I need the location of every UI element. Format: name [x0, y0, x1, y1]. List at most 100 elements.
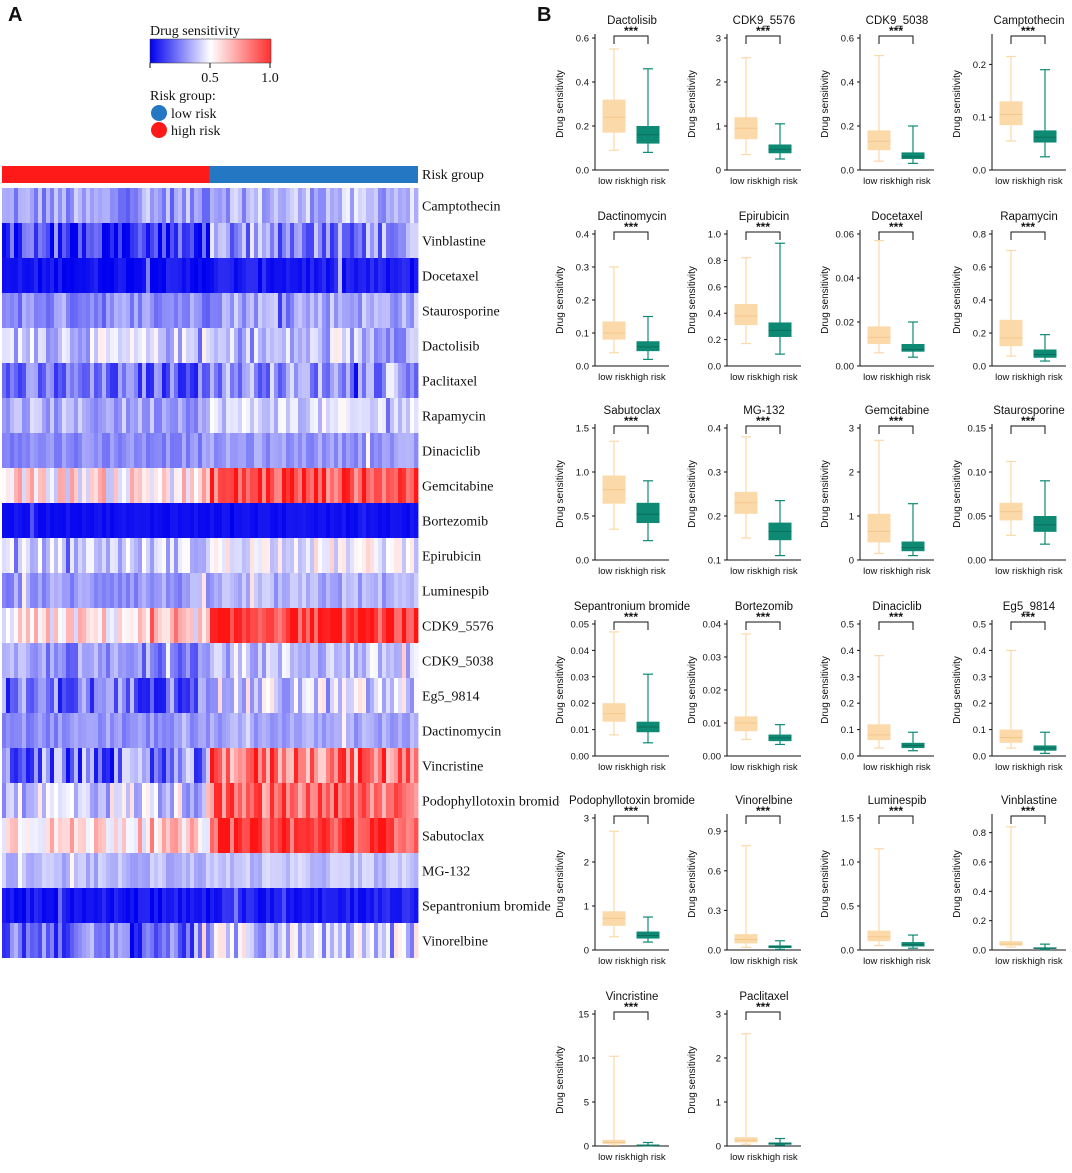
heatmap-cell [362, 363, 367, 398]
y-tick-label: 0.5 [841, 620, 854, 631]
y-axis-label: Drug sensitivity [952, 70, 963, 138]
heatmap-cell [210, 363, 215, 398]
heatmap-cell [314, 503, 319, 538]
heatmap-cell [94, 328, 99, 363]
heatmap-cell [118, 783, 123, 818]
heatmap-cell [414, 363, 419, 398]
heatmap-cell [218, 328, 223, 363]
heatmap-cell [106, 573, 111, 608]
heatmap-cell [162, 293, 167, 328]
heatmap-cell [318, 923, 323, 958]
significance-bracket [613, 621, 649, 630]
heatmap-row-label: Camptothecin [422, 200, 501, 215]
heatmap-cell [126, 748, 131, 783]
heatmap-cell [338, 678, 343, 713]
heatmap-cell [346, 853, 351, 888]
heatmap-cell [314, 853, 319, 888]
heatmap-cell [114, 678, 119, 713]
heatmap-cell [66, 713, 71, 748]
heatmap-cell [354, 293, 359, 328]
boxplot-cdk9-5576: CDK9_5576 0 1 2 3 Drug sensitivity *** low risk… [683, 12, 808, 192]
heatmap-cell [398, 748, 403, 783]
heatmap-cell [206, 748, 211, 783]
y-tick-label: 0.00 [571, 752, 590, 763]
heatmap-cell [386, 503, 391, 538]
heatmap-cell [82, 258, 87, 293]
heatmap-cell [210, 258, 215, 293]
heatmap-cell [390, 363, 395, 398]
heatmap-cell [118, 398, 123, 433]
heatmap-cell [310, 923, 315, 958]
heatmap-cell [186, 538, 191, 573]
heatmap-cell [322, 573, 327, 608]
heatmap-cell [266, 713, 271, 748]
heatmap-cell [134, 398, 139, 433]
heatmap-cell [78, 748, 83, 783]
heatmap-cell [370, 433, 375, 468]
heatmap-cell [290, 678, 295, 713]
heatmap-cell [210, 328, 215, 363]
heatmap-cell [238, 748, 243, 783]
heatmap-cell [230, 853, 235, 888]
heatmap-cell [214, 853, 219, 888]
heatmap-cell [302, 608, 307, 643]
heatmap-cell [174, 678, 179, 713]
heatmap-cell [62, 853, 67, 888]
heatmap-cell [390, 888, 395, 923]
heatmap-cell [86, 363, 91, 398]
significance-label: *** [1021, 24, 1035, 38]
heatmap-cell [362, 293, 367, 328]
heatmap-cell [138, 713, 143, 748]
heatmap-cell [402, 783, 407, 818]
y-tick-label: 0.04 [703, 620, 722, 631]
heatmap-cell [186, 293, 191, 328]
heatmap-row-label: Sabutoclax [422, 830, 484, 845]
heatmap-cell [326, 538, 331, 573]
heatmap-cell [330, 818, 335, 853]
heatmap-cell [114, 608, 119, 643]
heatmap-cell [186, 818, 191, 853]
heatmap-cell [154, 748, 159, 783]
heatmap-cell [326, 678, 331, 713]
heatmap-cell [322, 853, 327, 888]
heatmap-cell [242, 573, 247, 608]
heatmap-cell [34, 853, 39, 888]
heatmap-cell [170, 188, 175, 223]
heatmap-cell [190, 293, 195, 328]
heatmap-cell [222, 398, 227, 433]
heatmap-cell [334, 293, 339, 328]
heatmap-cell [126, 293, 131, 328]
heatmap-cell [378, 328, 383, 363]
heatmap-cell [22, 468, 27, 503]
heatmap-cell [134, 818, 139, 853]
heatmap-cell [26, 573, 31, 608]
heatmap-cell [198, 538, 203, 573]
heatmap-cell [190, 468, 195, 503]
heatmap-cell [390, 818, 395, 853]
heatmap-cell [194, 573, 199, 608]
heatmap-cell [30, 678, 35, 713]
heatmap-cell [82, 468, 87, 503]
heatmap-cell [106, 503, 111, 538]
heatmap-cell [146, 748, 151, 783]
heatmap-cell [394, 888, 399, 923]
significance-label: *** [756, 220, 770, 234]
heatmap-cell [314, 223, 319, 258]
heatmap-cell [58, 363, 63, 398]
heatmap-cell [6, 188, 11, 223]
heatmap-cell [346, 328, 351, 363]
heatmap-cell [254, 328, 259, 363]
heatmap-cell [322, 293, 327, 328]
heatmap-cell [150, 748, 155, 783]
x-tick-label: high risk [630, 176, 666, 187]
heatmap-cell [118, 608, 123, 643]
heatmap-cell [30, 608, 35, 643]
heatmap-cell [90, 608, 95, 643]
heatmap-cell [410, 468, 415, 503]
heatmap-cell [214, 188, 219, 223]
heatmap-cell [90, 503, 95, 538]
heatmap-cell [282, 923, 287, 958]
heatmap-cell [230, 468, 235, 503]
heatmap-cell [186, 223, 191, 258]
heatmap-cell [62, 573, 67, 608]
